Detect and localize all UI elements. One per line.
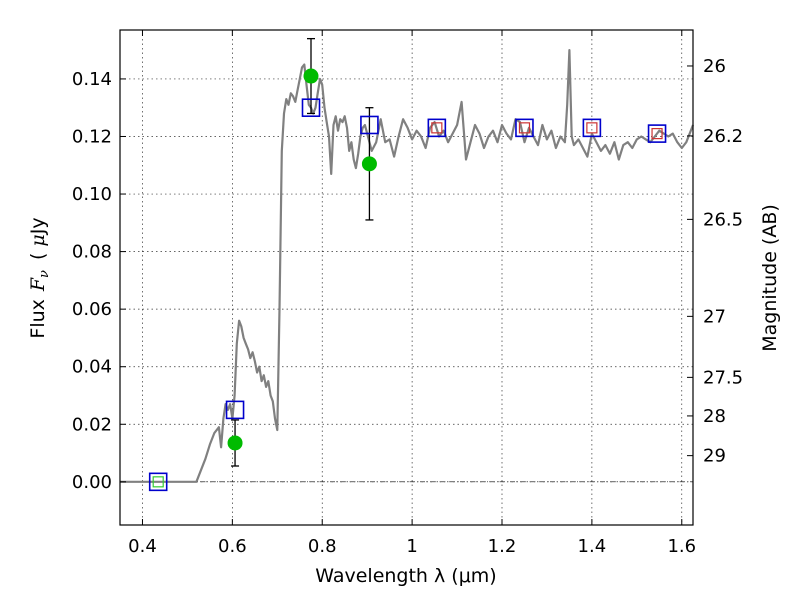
x-tick-label: 1.4 bbox=[578, 536, 607, 557]
y2-axis-title: Magnitude (AB) bbox=[759, 204, 781, 352]
y-axis-title-unit: Jy bbox=[27, 217, 49, 235]
y-tick-label: 0.02 bbox=[72, 414, 112, 435]
inner-square-marker bbox=[651, 128, 663, 140]
sed-spectrum-line bbox=[120, 48, 695, 483]
y-axis: 0.00 0.02 0.04 0.06 0.08 0.10 0.12 0.14 bbox=[72, 69, 126, 493]
x-tick-label: 1.6 bbox=[667, 536, 696, 557]
y-tick-label: 0.14 bbox=[72, 69, 112, 90]
y-axis-title-mu: μ bbox=[27, 234, 49, 246]
model-square-marker bbox=[148, 472, 168, 492]
x-tick-label: 0.4 bbox=[128, 536, 157, 557]
model-square-marker bbox=[427, 118, 447, 138]
y-tick-label: 0.12 bbox=[72, 126, 112, 147]
y2-tick-label: 27 bbox=[703, 306, 726, 327]
y-tick-label: 0.04 bbox=[72, 357, 112, 378]
y2-axis: 26 26.2 26.5 27 27.5 28 29 bbox=[687, 56, 743, 467]
y-axis-title-open: ( bbox=[27, 253, 49, 260]
x-tick-label: 0.6 bbox=[218, 536, 247, 557]
model-square-marker bbox=[225, 400, 245, 420]
y-axis-title-var: F bbox=[27, 277, 49, 292]
model-square-marker bbox=[647, 124, 667, 143]
y2-tick-label: 26.2 bbox=[703, 126, 743, 147]
sed-spectrum bbox=[120, 48, 695, 483]
y-tick-label: 0.06 bbox=[72, 299, 112, 320]
inner-square-marker bbox=[518, 122, 531, 134]
y-axis-title-prefix: Flux bbox=[27, 299, 49, 339]
y-tick-label: 0.00 bbox=[72, 472, 112, 493]
model-square-marker bbox=[515, 118, 534, 138]
y2-tick-label: 28 bbox=[703, 406, 726, 427]
x-tick-label: 1.2 bbox=[488, 536, 517, 557]
y-axis-title-sub: ν bbox=[37, 270, 52, 278]
observed-point bbox=[303, 68, 319, 84]
x-tick-label: 1 bbox=[406, 536, 417, 557]
grid bbox=[120, 30, 693, 525]
observed-point bbox=[361, 156, 377, 172]
y2-tick-label: 29 bbox=[703, 446, 726, 467]
y-axis-title: Flux Fν ( μJy bbox=[27, 217, 52, 338]
inner-square-marker bbox=[431, 122, 443, 134]
plot-frame bbox=[119, 29, 694, 526]
inner-square-marker bbox=[152, 476, 164, 488]
y-tick-label: 0.08 bbox=[72, 242, 112, 263]
y2-tick-label: 26 bbox=[703, 56, 726, 77]
model-square-marker bbox=[360, 115, 379, 135]
y2-tick-label: 27.5 bbox=[703, 367, 743, 388]
x-tick-label: 0.8 bbox=[308, 536, 337, 557]
x-axis-title: Wavelength λ (μm) bbox=[315, 565, 496, 587]
inner-square-marker bbox=[586, 122, 598, 134]
markers bbox=[148, 37, 667, 492]
y2-tick-label: 26.5 bbox=[703, 209, 743, 230]
model-square-marker bbox=[301, 98, 321, 118]
y-tick-label: 0.10 bbox=[72, 184, 112, 205]
x-axis: 0.4 0.6 0.8 1 1.2 1.4 1.6 bbox=[128, 30, 696, 557]
observed-point bbox=[227, 435, 243, 451]
model-square-marker bbox=[582, 118, 602, 138]
